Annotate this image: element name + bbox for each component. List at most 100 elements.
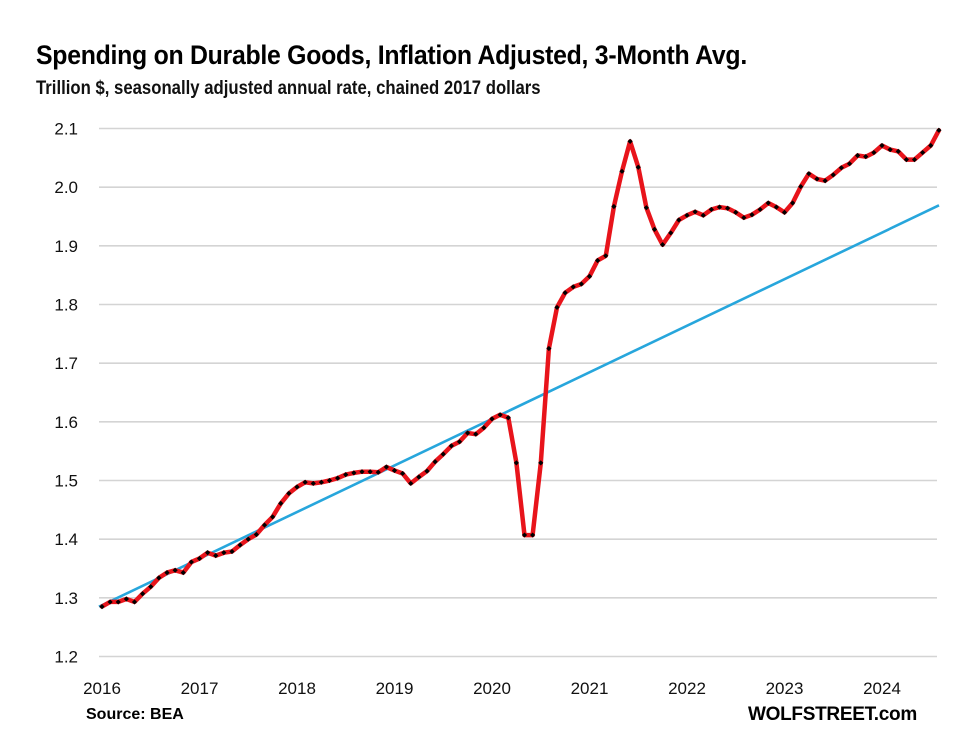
data-point [700,212,706,218]
data-point [448,443,454,449]
data-point [196,555,203,562]
y-tick-label: 1.3 [54,589,78,608]
y-tick-label: 1.6 [54,413,78,432]
x-tick-label: 2021 [571,679,609,698]
data-point [643,205,649,211]
x-tick-label: 2018 [278,679,316,698]
data-point [895,148,901,154]
data-point [497,412,503,418]
x-tick-label: 2023 [766,679,804,698]
data-point [920,149,926,156]
y-tick-label: 1.8 [54,296,78,315]
data-point [326,477,333,484]
x-tick-label: 2017 [181,679,219,698]
data-point [562,290,568,296]
y-axis-ticks: 1.2 1.3 1.4 1.5 1.6 1.7 1.8 1.9 2.0 2.1 [54,120,78,667]
data-point [635,164,641,170]
data-point [765,200,771,206]
data-point [903,156,909,163]
data-point [375,469,381,475]
data-point [692,209,698,215]
data-point [156,575,162,581]
data-point [164,570,170,576]
x-tick-label: 2019 [376,679,414,698]
data-point [879,142,885,149]
x-tick-label: 2024 [863,679,901,698]
data-point [335,475,341,481]
data-point [456,439,463,445]
y-tick-label: 1.5 [54,472,78,491]
data-point [148,584,154,590]
data-point [733,209,739,215]
data-point [489,416,495,422]
data-point [513,460,519,466]
data-point [481,425,487,431]
data-series-group [99,128,942,609]
data-point [660,242,666,248]
data-point [554,304,560,311]
y-tick-label: 2.0 [54,178,78,197]
data-point [651,226,658,233]
data-point [294,484,300,490]
data-point [570,284,576,290]
data-point [505,415,511,421]
x-tick-label: 2022 [668,679,706,698]
data-point [408,480,414,487]
data-point [530,532,536,538]
data-point [351,470,357,476]
data-markers-group [99,127,942,610]
data-point [611,203,617,210]
data-point [367,469,373,475]
brand-label: WOLFSTREET.com [748,704,917,725]
y-tick-label: 1.2 [54,648,78,667]
gridlines [99,127,937,658]
data-point [424,468,430,474]
x-axis-ticks: 2016 2017 2018 2019 2020 2021 2022 2023 2024 [83,679,901,698]
data-point [578,281,584,287]
data-point [302,479,308,485]
data-point [846,161,853,167]
data-point [627,138,633,145]
data-point [383,464,389,470]
data-point [676,217,682,223]
data-point [668,230,674,236]
data-point [261,522,268,528]
data-point [123,596,129,602]
data-point [180,570,186,576]
data-point [790,200,796,206]
data-point [465,430,471,436]
chart-title: Spending on Durable Goods, Inflation Adj… [36,40,747,70]
data-point [603,253,609,259]
data-point [245,536,251,542]
x-tick-label: 2016 [83,679,121,698]
data-point [359,469,365,475]
y-tick-label: 2.1 [54,120,78,139]
data-point [432,459,438,465]
data-point [595,257,601,264]
data-point [716,204,723,210]
source-label: Source: BEA [86,706,184,723]
data-point [99,604,105,610]
data-point [286,490,292,497]
data-point [546,345,552,352]
data-point [237,542,243,548]
data-point [757,206,763,213]
data-point [270,514,276,520]
y-tick-label: 1.4 [54,530,78,549]
data-point [205,550,211,556]
data-point [213,552,219,559]
x-tick-label: 2020 [473,679,511,698]
data-point [863,154,869,160]
data-point [822,178,828,184]
data-point [928,142,934,149]
data-point [188,559,194,565]
series-line [99,128,942,609]
data-point [855,152,861,159]
chart-subtitle: Trillion $, seasonally adjusted annual r… [36,78,541,99]
data-point [936,127,942,133]
data-point [221,550,227,556]
data-point [440,451,446,457]
data-point [806,171,812,177]
data-point [521,532,528,538]
